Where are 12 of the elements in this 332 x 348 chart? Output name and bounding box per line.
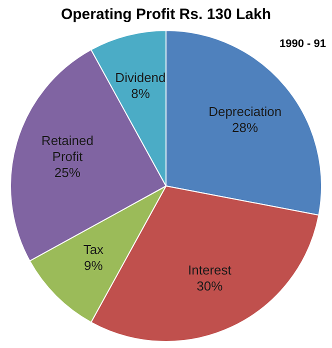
slice-label: Retained Profit bbox=[41, 132, 94, 164]
data-label: 30% bbox=[196, 278, 224, 294]
slice-label: Dividend bbox=[115, 70, 166, 86]
data-label: 25% bbox=[54, 164, 81, 180]
data-label: 28% bbox=[232, 120, 259, 136]
slice-label: Depreciation bbox=[208, 104, 282, 120]
slice-label: Tax bbox=[83, 242, 104, 258]
data-label: 8% bbox=[131, 86, 150, 102]
data-label: 9% bbox=[84, 258, 104, 274]
text: 1990 - 91 bbox=[280, 38, 326, 50]
chart-title: Operating Profit Rs. 130 Lakh bbox=[60, 6, 272, 24]
slice-label: Interest bbox=[188, 262, 232, 278]
